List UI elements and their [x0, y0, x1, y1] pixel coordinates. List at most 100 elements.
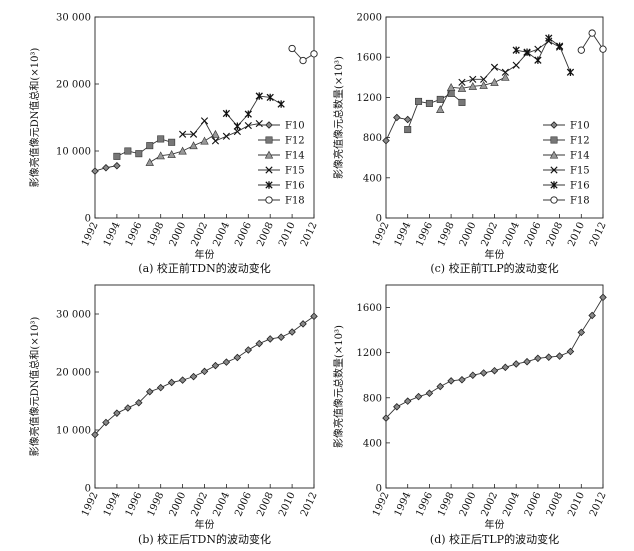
data-point	[277, 333, 285, 341]
y-tick-label: 30 000	[56, 13, 91, 24]
data-point	[233, 122, 242, 130]
data-point	[200, 367, 209, 376]
data-point	[414, 392, 423, 401]
data-point	[189, 141, 198, 150]
data-point	[189, 130, 198, 138]
legend-marker	[265, 196, 273, 204]
data-point	[501, 363, 510, 372]
plot-frame	[94, 284, 315, 489]
data-point	[200, 136, 209, 145]
data-point	[277, 100, 285, 108]
data-point	[447, 377, 455, 385]
x-axis-label: 年份	[485, 248, 505, 261]
series-F12	[113, 135, 176, 160]
x-tick-label: 1992	[371, 221, 392, 249]
data-point	[211, 137, 220, 145]
y-tick-label: 1200	[357, 348, 382, 359]
legend-label: F14	[285, 151, 305, 162]
panel-caption: (a) 校正前TDN的波动变化	[138, 261, 270, 275]
data-point	[393, 113, 401, 122]
data-point	[382, 136, 390, 145]
legend-label: F15	[570, 166, 590, 177]
series-F10	[91, 161, 121, 175]
legend-marker	[265, 136, 273, 144]
data-point	[534, 56, 542, 64]
y-tick-label: 800	[363, 133, 382, 144]
data-point	[200, 117, 209, 125]
legend-label: F12	[570, 136, 590, 147]
data-point	[113, 152, 121, 160]
y-tick-label: 400	[363, 173, 382, 184]
data-point	[102, 163, 110, 172]
x-tick-label: 1998	[436, 491, 457, 519]
data-point	[480, 75, 488, 83]
data-point	[102, 418, 110, 427]
series-F18	[288, 44, 318, 65]
x-tick-label: 1994	[393, 491, 414, 519]
legend-marker	[550, 121, 558, 129]
x-tick-label: 2004	[211, 221, 232, 249]
series-F10	[382, 113, 412, 145]
data-point	[479, 369, 488, 377]
x-tick-label: 2010	[277, 221, 298, 249]
data-point	[233, 353, 242, 362]
data-point	[403, 397, 412, 405]
series-F14	[145, 129, 220, 166]
x-tick-label: 2002	[479, 491, 500, 519]
data-point	[244, 346, 253, 354]
x-tick-label: 2002	[189, 491, 210, 519]
legend-label: F10	[570, 121, 590, 132]
data-point	[255, 339, 264, 348]
y-tick-label: 20 000	[56, 368, 91, 379]
legend-marker	[550, 136, 558, 144]
x-tick-label: 1996	[124, 491, 145, 519]
data-point	[288, 44, 296, 53]
data-point	[577, 46, 585, 54]
data-point	[113, 161, 121, 170]
x-tick-label: 2010	[566, 491, 587, 519]
data-point	[113, 409, 121, 417]
y-tick-label: 0	[376, 484, 382, 495]
data-point	[555, 42, 564, 50]
data-point	[403, 115, 412, 124]
data-point	[222, 109, 231, 118]
plot-frame	[94, 16, 315, 219]
y-tick-label: 1600	[357, 303, 382, 314]
data-point	[393, 403, 401, 411]
data-point	[588, 311, 596, 320]
x-tick-label: 2000	[168, 491, 189, 519]
data-point	[404, 126, 412, 134]
data-point	[436, 105, 445, 113]
data-point	[588, 29, 596, 37]
legend: F10 F12 F14 F15 F16 F18	[258, 121, 305, 207]
x-tick-label: 2008	[255, 491, 276, 519]
y-tick-label: 10 000	[56, 426, 91, 437]
data-point	[310, 50, 318, 58]
data-point	[599, 293, 607, 302]
data-point	[179, 130, 187, 138]
x-tick-label: 1998	[146, 491, 167, 519]
x-tick-label: 1992	[80, 221, 101, 249]
data-point	[501, 72, 510, 81]
data-point	[436, 382, 445, 391]
legend-label: F16	[285, 181, 305, 192]
series-line	[182, 120, 260, 142]
data-point	[178, 376, 187, 384]
legend-label: F10	[285, 121, 305, 132]
legend-marker	[265, 181, 273, 189]
data-point	[266, 335, 274, 343]
data-point	[415, 97, 423, 105]
plot-frame	[385, 284, 604, 489]
data-point	[534, 354, 542, 363]
y-axis-label: 影像亮值像元DN值总和(×10³)	[28, 317, 41, 457]
series-F16	[222, 92, 285, 130]
x-tick-label: 2000	[458, 221, 479, 249]
x-tick-label: 2010	[566, 221, 587, 249]
data-point	[512, 46, 520, 54]
legend-marker	[550, 196, 558, 204]
data-point	[469, 75, 477, 83]
x-tick-label: 2008	[545, 491, 566, 519]
legend-label: F15	[285, 166, 305, 177]
